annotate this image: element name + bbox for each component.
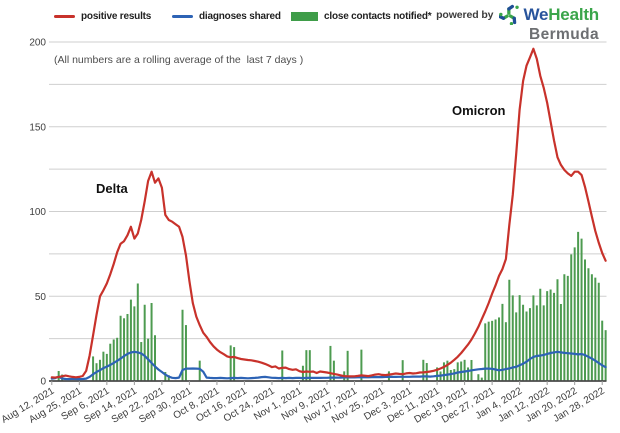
delta-wave-label: Delta	[96, 181, 128, 196]
wehealth-logo-icon	[499, 4, 520, 25]
legend-label: close contacts notified*	[324, 10, 432, 22]
legend-item-close-contacts-notified: close contacts notified*	[291, 8, 432, 24]
y-axis-label: 50	[35, 292, 47, 303]
positive-results-line	[50, 47, 607, 379]
wehealth-branding[interactable]: powered by WeHealth Bermuda	[436, 4, 599, 44]
omicron-wave-label: Omicron	[452, 103, 506, 118]
brand-we: We	[523, 4, 549, 24]
legend-label: positive results	[81, 10, 152, 22]
legend-label: diagnoses shared	[199, 10, 281, 22]
wehealth-logo-text: WeHealth	[523, 5, 599, 25]
legend-item-positive-results: positive results	[54, 8, 151, 24]
y-axis-label: 0	[40, 377, 46, 388]
legend-item-diagnoses-shared: diagnoses shared	[172, 8, 281, 24]
diagnoses-shared-line-swatch	[172, 14, 193, 18]
positive-results-line-swatch	[54, 14, 75, 18]
brand-health: Health	[548, 4, 599, 24]
close-contacts-box-swatch	[291, 11, 318, 21]
y-axis-label: 200	[29, 38, 46, 49]
y-axis-label: 100	[29, 207, 46, 218]
y-axis-label: 150	[29, 122, 46, 133]
diagnoses-shared-line	[50, 350, 607, 381]
powered-by-label: powered by	[436, 8, 494, 21]
rolling-average-note: (All numbers are a rolling average of th…	[54, 54, 304, 66]
brand-region-label: Bermuda	[529, 26, 599, 43]
